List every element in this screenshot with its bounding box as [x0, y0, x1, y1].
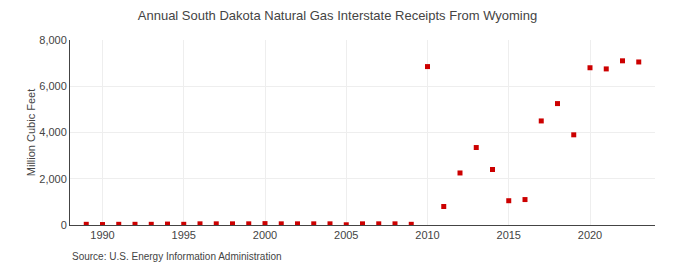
svg-text:2005: 2005	[334, 229, 358, 241]
svg-text:2020: 2020	[578, 229, 602, 241]
svg-text:4,000: 4,000	[39, 126, 67, 138]
svg-text:1995: 1995	[172, 229, 196, 241]
svg-text:8,000: 8,000	[39, 34, 67, 46]
svg-text:Million Cubic Feet: Million Cubic Feet	[25, 89, 37, 176]
svg-text:2000: 2000	[253, 229, 277, 241]
svg-text:2010: 2010	[415, 229, 439, 241]
svg-text:6,000: 6,000	[39, 80, 67, 92]
svg-text:0: 0	[61, 219, 67, 231]
svg-text:Source: U.S. Energy Informatio: Source: U.S. Energy Information Administ…	[72, 251, 282, 262]
svg-text:2,000: 2,000	[39, 173, 67, 185]
svg-text:1990: 1990	[90, 229, 114, 241]
svg-text:Annual South Dakota Natural Ga: Annual South Dakota Natural Gas Intersta…	[138, 8, 537, 23]
svg-text:2015: 2015	[497, 229, 521, 241]
